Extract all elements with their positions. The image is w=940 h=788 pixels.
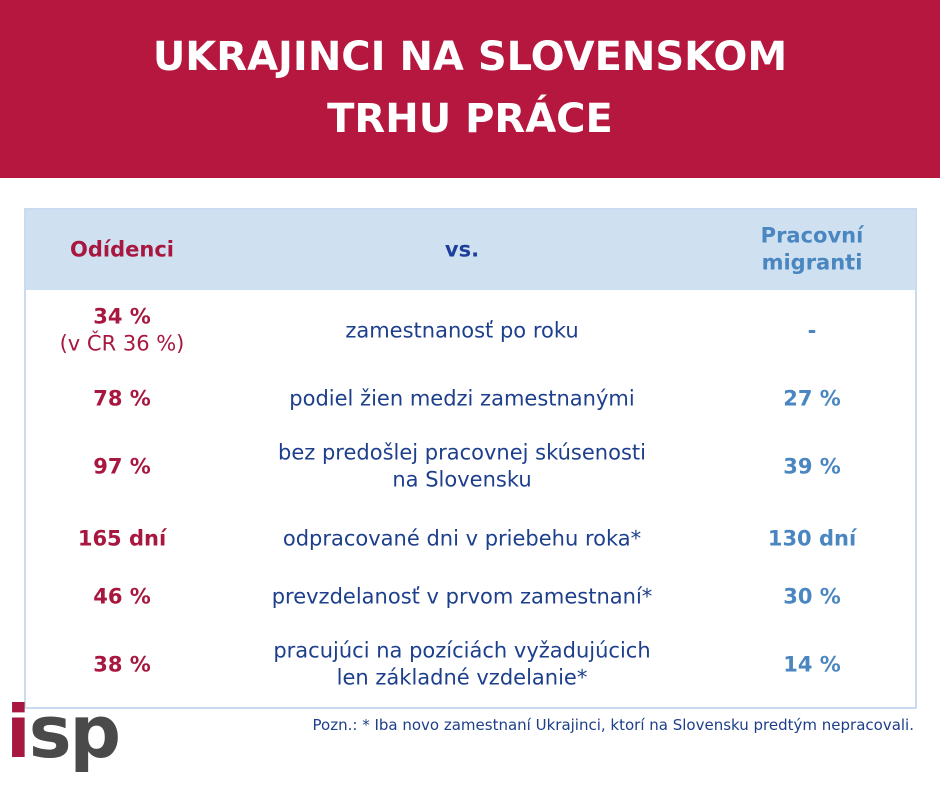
label-cell: podiel žien medzi zamestnanými bbox=[289, 385, 634, 412]
label-line: bez predošlej pracovnej skúsenosti bbox=[278, 440, 646, 465]
logo-sp: sp bbox=[28, 690, 121, 774]
left-value: 38 % bbox=[93, 652, 151, 677]
label-line: odpracované dni v priebehu roka* bbox=[282, 526, 642, 551]
right-value: 14 % bbox=[783, 652, 841, 677]
label-line: pracujúci na pozíciách vyžadujúcich bbox=[273, 638, 651, 663]
column-header: vs. bbox=[444, 237, 480, 262]
logo: isp bbox=[6, 690, 121, 774]
left-cell: 97 % bbox=[12, 453, 232, 480]
title-line: UKRAJINCI NA SLOVENSKOM bbox=[152, 34, 788, 80]
right-value: 27 % bbox=[783, 386, 841, 411]
label-cell: odpracované dni v priebehu roka* bbox=[283, 525, 641, 552]
label-cell: bez predošlej pracovnej skúsenosti na Slo… bbox=[278, 440, 646, 495]
right-value: 30 % bbox=[783, 584, 841, 609]
label-line: prevzdelanosť v prvom zamestnaní* bbox=[271, 584, 653, 609]
left-cell: 46 % bbox=[12, 583, 232, 610]
left-value: 78 % bbox=[93, 386, 151, 411]
label-line: na Slovensku bbox=[392, 468, 532, 492]
label-cell: prevzdelanosť v prvom zamestnaní* bbox=[272, 583, 653, 610]
left-cell: 78 % bbox=[12, 385, 232, 412]
table: Odídenci vs. Pracovní migranti 34 % (v ČR 36… bbox=[24, 208, 917, 709]
label-cell: zamestnanosť po roku bbox=[345, 317, 578, 344]
column-header: Pracovní migranti bbox=[760, 223, 864, 275]
logo-i: i bbox=[6, 690, 31, 774]
table-header bbox=[26, 210, 915, 290]
left-value: (v ČR 36 %) bbox=[59, 332, 185, 356]
label-line: podiel žien medzi zamestnanými bbox=[289, 386, 635, 411]
left-cell: 34 % (v ČR 36 %) bbox=[12, 304, 232, 359]
left-value: 46 % bbox=[93, 584, 151, 609]
left-value: 165 dní bbox=[77, 526, 167, 551]
title-line: TRHU PRÁCE bbox=[327, 96, 613, 142]
header bbox=[0, 0, 940, 178]
left-cell: 165 dní bbox=[12, 525, 232, 552]
left-value: 97 % bbox=[93, 454, 151, 479]
right-value: 39 % bbox=[783, 454, 841, 479]
right-value: - bbox=[807, 318, 817, 343]
label-line: len základné vzdelanie* bbox=[336, 666, 588, 690]
right-value: 130 dní bbox=[767, 526, 857, 551]
note: Pozn.: * Iba novo zamestnaní Ukrajinci, … bbox=[312, 716, 914, 734]
left-value: 34 % bbox=[93, 304, 151, 329]
left-cell: 38 % bbox=[12, 651, 232, 678]
column-header: Odídenci bbox=[70, 237, 174, 262]
label-line: zamestnanosť po roku bbox=[345, 318, 579, 343]
label-cell: pracujúci na pozíciách vyžadujúcich len z… bbox=[273, 638, 650, 693]
